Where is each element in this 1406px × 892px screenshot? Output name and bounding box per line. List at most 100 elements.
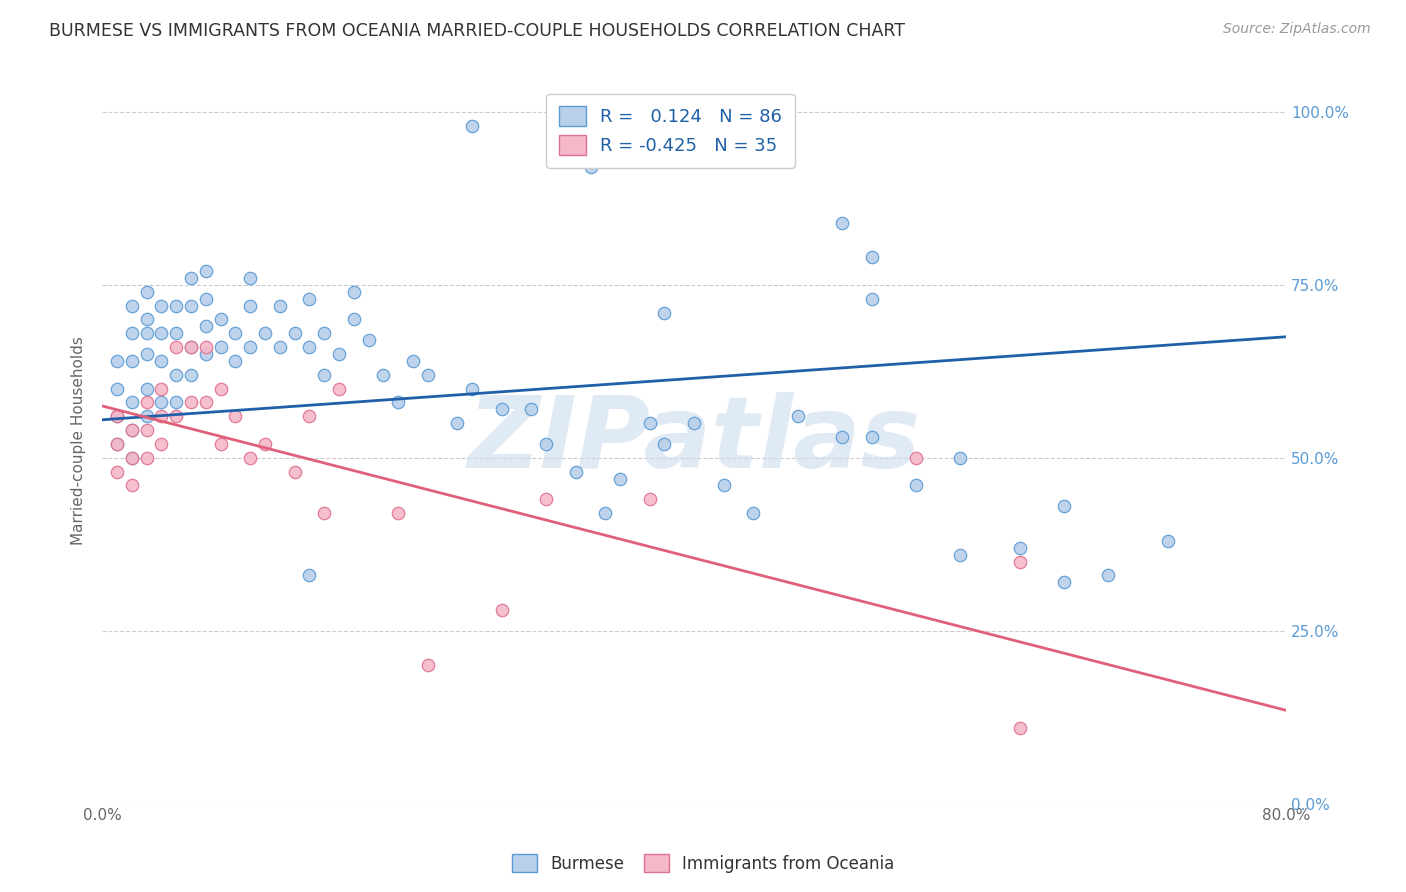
Point [150,409,173,424]
Point [461,119,484,133]
Point [373,368,395,382]
Point [638,416,661,430]
Point [180,271,202,285]
Point [298,340,321,354]
Point [328,382,350,396]
Text: BURMESE VS IMMIGRANTS FROM OCEANIA MARRIED-COUPLE HOUSEHOLDS CORRELATION CHART: BURMESE VS IMMIGRANTS FROM OCEANIA MARRI… [49,22,905,40]
Point [165,409,187,424]
Point [135,382,157,396]
Legend: Burmese, Immigrants from Oceania: Burmese, Immigrants from Oceania [505,847,901,880]
Point [239,450,262,465]
Point [209,340,232,354]
Point [860,430,883,444]
Point [253,326,276,341]
Point [1097,568,1119,582]
Point [105,409,128,424]
Point [194,347,217,361]
Point [860,250,883,264]
Point [194,264,217,278]
Point [564,465,586,479]
Point [209,312,232,326]
Point [742,506,765,520]
Point [165,326,187,341]
Point [150,382,173,396]
Point [105,465,128,479]
Point [224,326,246,341]
Point [314,326,336,341]
Point [135,423,157,437]
Point [831,216,853,230]
Point [105,437,128,451]
Point [446,416,468,430]
Point [135,395,157,409]
Point [165,299,187,313]
Point [269,340,291,354]
Point [786,409,808,424]
Point [194,395,217,409]
Point [180,340,202,354]
Point [314,506,336,520]
Point [654,305,676,319]
Point [579,161,602,175]
Point [269,299,291,313]
Point [239,271,262,285]
Point [105,354,128,368]
Point [194,319,217,334]
Point [209,382,232,396]
Point [1053,500,1076,514]
Point [253,437,276,451]
Point [949,548,972,562]
Y-axis label: Married-couple Households: Married-couple Households [72,336,86,545]
Point [150,395,173,409]
Point [165,340,187,354]
Point [150,326,173,341]
Point [534,492,557,507]
Point [194,340,217,354]
Point [298,568,321,582]
Point [165,395,187,409]
Point [150,299,173,313]
Text: Source: ZipAtlas.com: Source: ZipAtlas.com [1223,22,1371,37]
Point [180,340,202,354]
Point [357,333,380,347]
Legend: R =   0.124   N = 86, R = -0.425   N = 35: R = 0.124 N = 86, R = -0.425 N = 35 [546,94,794,168]
Point [121,450,143,465]
Point [1008,555,1031,569]
Point [402,354,425,368]
Point [194,292,217,306]
Point [121,423,143,437]
Point [654,437,676,451]
Point [121,326,143,341]
Point [239,299,262,313]
Point [135,326,157,341]
Point [105,382,128,396]
Point [121,478,143,492]
Point [165,368,187,382]
Point [713,478,735,492]
Point [121,354,143,368]
Point [150,437,173,451]
Point [121,423,143,437]
Point [224,354,246,368]
Point [180,368,202,382]
Point [387,506,409,520]
Point [595,506,617,520]
Point [121,450,143,465]
Point [1008,541,1031,555]
Point [209,437,232,451]
Point [121,299,143,313]
Point [224,409,246,424]
Point [284,326,307,341]
Text: ZIPatlas: ZIPatlas [468,392,921,489]
Point [314,368,336,382]
Point [1053,575,1076,590]
Point [239,340,262,354]
Point [905,450,928,465]
Point [905,478,928,492]
Point [491,603,513,617]
Point [343,285,366,299]
Point [135,409,157,424]
Point [105,437,128,451]
Point [298,292,321,306]
Point [150,354,173,368]
